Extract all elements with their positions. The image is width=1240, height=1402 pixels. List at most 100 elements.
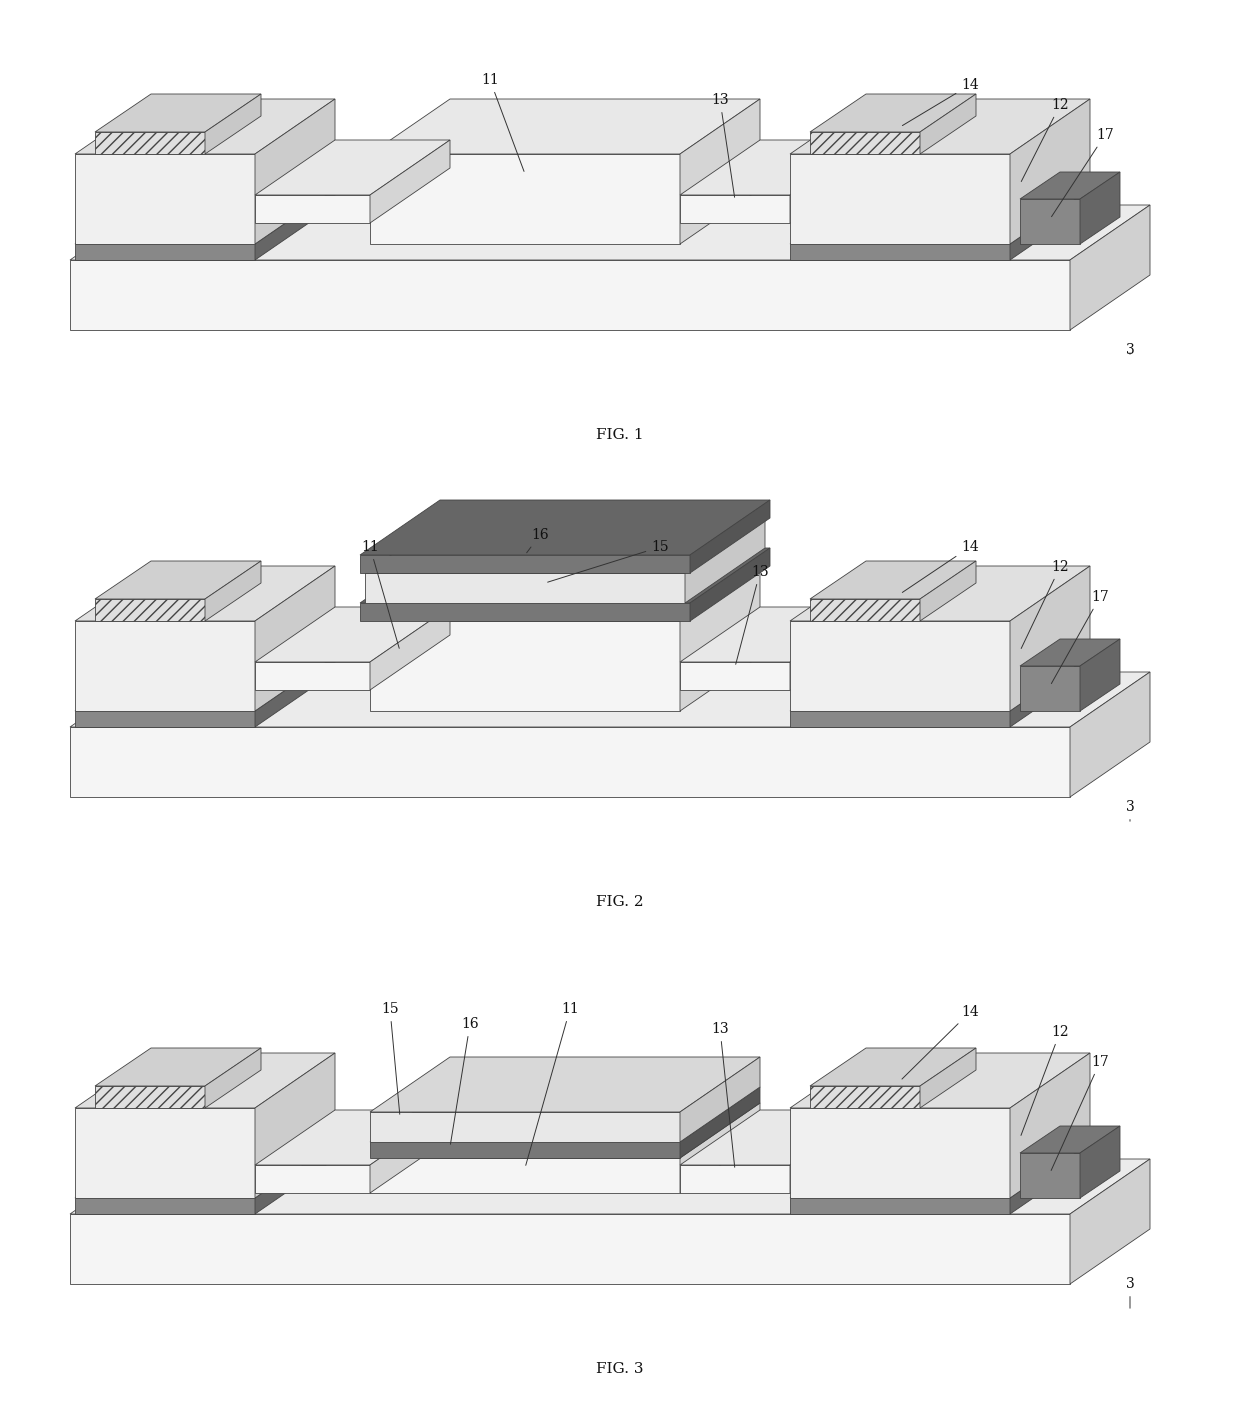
Polygon shape (370, 1158, 680, 1193)
Polygon shape (74, 189, 335, 244)
Polygon shape (680, 1103, 760, 1193)
Text: 16: 16 (527, 529, 549, 552)
Polygon shape (370, 140, 450, 223)
Polygon shape (360, 603, 689, 621)
Polygon shape (1021, 172, 1120, 199)
Polygon shape (1011, 100, 1090, 244)
Polygon shape (1080, 1126, 1120, 1197)
Polygon shape (810, 1049, 976, 1087)
Polygon shape (255, 1053, 335, 1197)
Polygon shape (790, 1143, 1090, 1197)
Polygon shape (1070, 205, 1149, 329)
Polygon shape (680, 1087, 760, 1158)
Polygon shape (810, 561, 976, 599)
Polygon shape (69, 1159, 1149, 1214)
Polygon shape (255, 1143, 335, 1214)
Polygon shape (74, 1053, 335, 1108)
Polygon shape (680, 100, 760, 244)
Polygon shape (810, 94, 976, 132)
Polygon shape (255, 195, 370, 223)
Polygon shape (1080, 172, 1120, 244)
Polygon shape (69, 728, 1070, 796)
Polygon shape (74, 566, 335, 621)
Text: 16: 16 (450, 1016, 479, 1144)
Polygon shape (370, 1103, 760, 1158)
Text: 13: 13 (712, 1022, 735, 1168)
Polygon shape (790, 140, 870, 223)
Polygon shape (74, 244, 255, 259)
Text: 11: 11 (481, 73, 525, 171)
Polygon shape (69, 259, 1070, 329)
Polygon shape (810, 599, 920, 621)
Polygon shape (689, 501, 770, 573)
Polygon shape (920, 561, 976, 621)
Text: 14: 14 (903, 540, 978, 593)
Polygon shape (680, 195, 790, 223)
Polygon shape (74, 1108, 255, 1197)
Polygon shape (370, 1112, 680, 1143)
Polygon shape (370, 154, 680, 244)
Text: 3: 3 (1126, 1277, 1135, 1308)
Text: 17: 17 (1052, 128, 1114, 217)
Polygon shape (370, 607, 450, 690)
Polygon shape (689, 548, 770, 621)
Polygon shape (360, 548, 770, 603)
Polygon shape (790, 244, 1011, 259)
Polygon shape (1011, 189, 1090, 259)
Polygon shape (790, 711, 1011, 728)
Text: 13: 13 (735, 565, 769, 665)
Polygon shape (370, 1143, 680, 1158)
Polygon shape (205, 94, 260, 154)
Text: FIG. 1: FIG. 1 (596, 428, 644, 442)
Polygon shape (1011, 1053, 1090, 1197)
Polygon shape (680, 566, 760, 711)
Polygon shape (1021, 1126, 1120, 1152)
Polygon shape (95, 599, 205, 621)
Polygon shape (1011, 656, 1090, 728)
Polygon shape (920, 94, 976, 154)
Polygon shape (74, 1143, 335, 1197)
Polygon shape (370, 566, 760, 621)
Text: 11: 11 (526, 1002, 579, 1165)
Polygon shape (1070, 1159, 1149, 1284)
Polygon shape (684, 517, 765, 603)
Polygon shape (1021, 639, 1120, 666)
Polygon shape (790, 566, 1090, 621)
Text: 14: 14 (901, 1005, 978, 1080)
Polygon shape (205, 561, 260, 621)
Polygon shape (1011, 566, 1090, 711)
Polygon shape (1070, 672, 1149, 796)
Text: 17: 17 (1052, 590, 1109, 684)
Polygon shape (255, 140, 450, 195)
Polygon shape (74, 1197, 255, 1214)
Polygon shape (1080, 639, 1120, 711)
Polygon shape (74, 656, 335, 711)
Text: 17: 17 (1052, 1054, 1109, 1171)
Polygon shape (255, 566, 335, 711)
Polygon shape (365, 573, 684, 603)
Polygon shape (790, 1197, 1011, 1214)
Text: 12: 12 (1021, 1025, 1069, 1136)
Polygon shape (95, 1049, 260, 1087)
Polygon shape (1021, 1152, 1080, 1197)
Text: FIG. 3: FIG. 3 (596, 1361, 644, 1375)
Polygon shape (1021, 199, 1080, 244)
Polygon shape (255, 662, 370, 690)
Text: 13: 13 (712, 93, 734, 198)
Text: 15: 15 (548, 540, 668, 582)
Polygon shape (680, 1110, 870, 1165)
Polygon shape (370, 1057, 760, 1112)
Polygon shape (255, 100, 335, 244)
Polygon shape (790, 656, 1090, 711)
Polygon shape (255, 1110, 450, 1165)
Polygon shape (790, 1053, 1090, 1108)
Polygon shape (790, 189, 1090, 244)
Text: 3: 3 (1126, 343, 1135, 358)
Text: FIG. 2: FIG. 2 (596, 894, 644, 908)
Polygon shape (920, 1049, 976, 1108)
Polygon shape (790, 607, 870, 690)
Polygon shape (790, 1110, 870, 1193)
Polygon shape (255, 607, 450, 662)
Polygon shape (790, 621, 1011, 711)
Text: 12: 12 (1022, 559, 1069, 649)
